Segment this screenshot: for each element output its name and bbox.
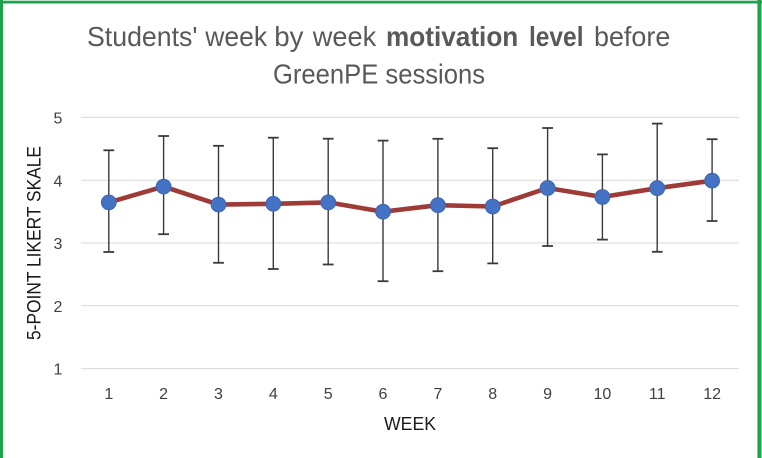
svg-text:5: 5	[54, 111, 63, 128]
svg-text:3: 3	[214, 386, 223, 403]
svg-text:5-POINT LIKERT SKALE: 5-POINT LIKERT SKALE	[25, 146, 46, 340]
svg-text:8: 8	[488, 386, 497, 403]
svg-text:WEEK: WEEK	[384, 413, 437, 434]
svg-text:3: 3	[54, 236, 63, 253]
svg-text:11: 11	[649, 386, 666, 403]
svg-text:before: before	[594, 21, 670, 52]
svg-text:1: 1	[104, 386, 113, 403]
svg-text:motivation: motivation	[386, 21, 518, 52]
svg-text:2: 2	[54, 299, 63, 316]
svg-text:4: 4	[269, 386, 278, 403]
svg-text:5: 5	[324, 386, 333, 403]
svg-text:9: 9	[543, 386, 552, 403]
svg-text:7: 7	[433, 386, 442, 403]
svg-text:Students': Students'	[87, 21, 198, 52]
svg-text:6: 6	[379, 386, 388, 403]
svg-text:GreenPE sessions: GreenPE sessions	[273, 58, 485, 89]
svg-text:10: 10	[594, 386, 612, 403]
svg-text:week: week	[204, 21, 268, 52]
svg-text:level: level	[529, 21, 584, 52]
svg-text:4: 4	[54, 173, 63, 190]
svg-text:12: 12	[703, 386, 721, 403]
svg-text:week: week	[312, 21, 377, 52]
svg-text:by: by	[274, 21, 303, 52]
svg-text:1: 1	[54, 362, 63, 379]
svg-text:2: 2	[159, 386, 168, 403]
